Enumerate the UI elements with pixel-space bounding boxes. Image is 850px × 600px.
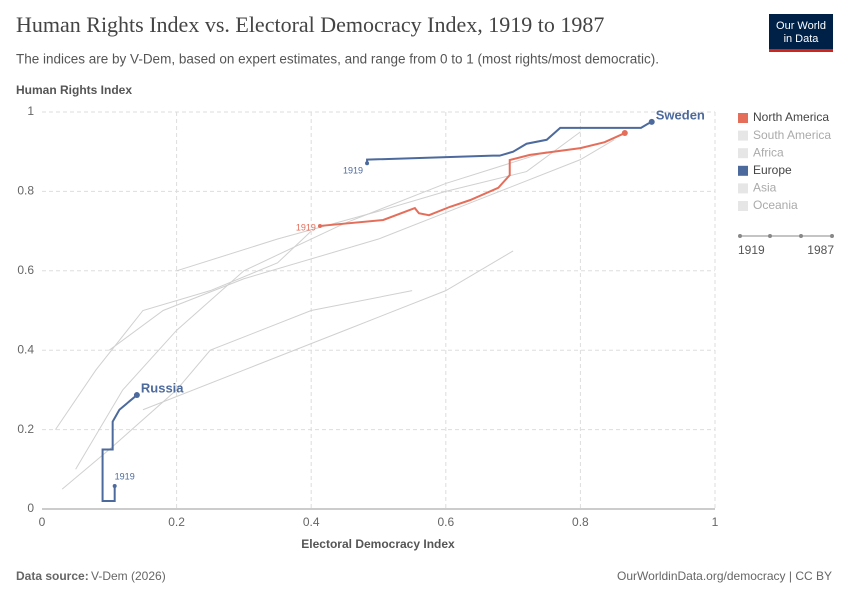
background-line: [75, 151, 547, 470]
timeline-dot: [830, 234, 834, 238]
chart-title: Human Rights Index vs. Electoral Democra…: [16, 12, 604, 37]
timeline-end: 1987: [807, 243, 834, 257]
legend-label: Africa: [753, 145, 784, 159]
logo-text: Our World: [776, 20, 826, 32]
background-line: [176, 131, 581, 272]
end-point: [648, 118, 655, 125]
timeline-dot: [799, 234, 803, 238]
y-axis-label: Human Rights Index: [16, 83, 132, 97]
legend-label: North America: [753, 110, 829, 124]
timeline-dot: [738, 234, 742, 238]
legend-label: Europe: [753, 163, 792, 177]
logo: [769, 14, 833, 52]
end-point: [621, 130, 628, 137]
y-tick-label: 1: [27, 104, 34, 118]
series-label: Sweden: [656, 107, 705, 122]
y-tick-label: 0: [27, 501, 34, 515]
background-line: [109, 139, 615, 351]
series-line: [319, 132, 626, 227]
source: V-Dem (2026): [91, 569, 166, 583]
y-tick-label: 0.8: [17, 184, 34, 198]
end-point: [133, 392, 140, 399]
background-line: [61, 290, 413, 490]
y-tick-label: 0.4: [17, 342, 34, 356]
start-point: [365, 161, 370, 166]
series-line: [366, 121, 653, 164]
logo-bar: [769, 49, 833, 52]
x-tick-label: 0.6: [437, 515, 454, 529]
x-tick-label: 0.4: [303, 515, 320, 529]
legend-label: Asia: [753, 181, 777, 195]
x-tick-label: 0.2: [168, 515, 185, 529]
start-label: 1919: [343, 166, 363, 176]
series-label: Russia: [141, 380, 184, 395]
series-line: [101, 394, 138, 503]
background-line: [142, 250, 514, 411]
start-point: [112, 483, 117, 488]
y-tick-label: 0.6: [17, 263, 34, 277]
x-axis-label: Electoral Democracy Index: [301, 537, 455, 551]
timeline-start: 1919: [738, 243, 765, 257]
start-label: 1919: [115, 471, 135, 481]
logo-text: in Data: [784, 33, 820, 45]
legend-swatch: [738, 183, 748, 194]
x-tick-label: 0.8: [572, 515, 589, 529]
start-label: 1919: [296, 222, 316, 232]
legend-swatch: [738, 201, 748, 211]
legend-swatch: [738, 130, 748, 141]
y-tick-label: 0.2: [17, 422, 34, 436]
legend-swatch: [738, 165, 748, 176]
x-tick-label: 1: [712, 515, 719, 529]
legend-label: South America: [753, 128, 831, 142]
legend-swatch: [738, 113, 748, 123]
timeline-dot: [768, 234, 772, 238]
start-point: [317, 223, 322, 228]
legend-swatch: [738, 148, 748, 159]
subtitle: The indices are by V-Dem, based on exper…: [16, 52, 659, 67]
background-line: [55, 230, 312, 430]
x-tick-label: 0: [39, 515, 46, 529]
footer: OurWorldinData.org/democracy | CC BY: [617, 569, 832, 583]
source-label: Data source:: [16, 569, 89, 583]
legend-label: Oceania: [753, 198, 798, 212]
